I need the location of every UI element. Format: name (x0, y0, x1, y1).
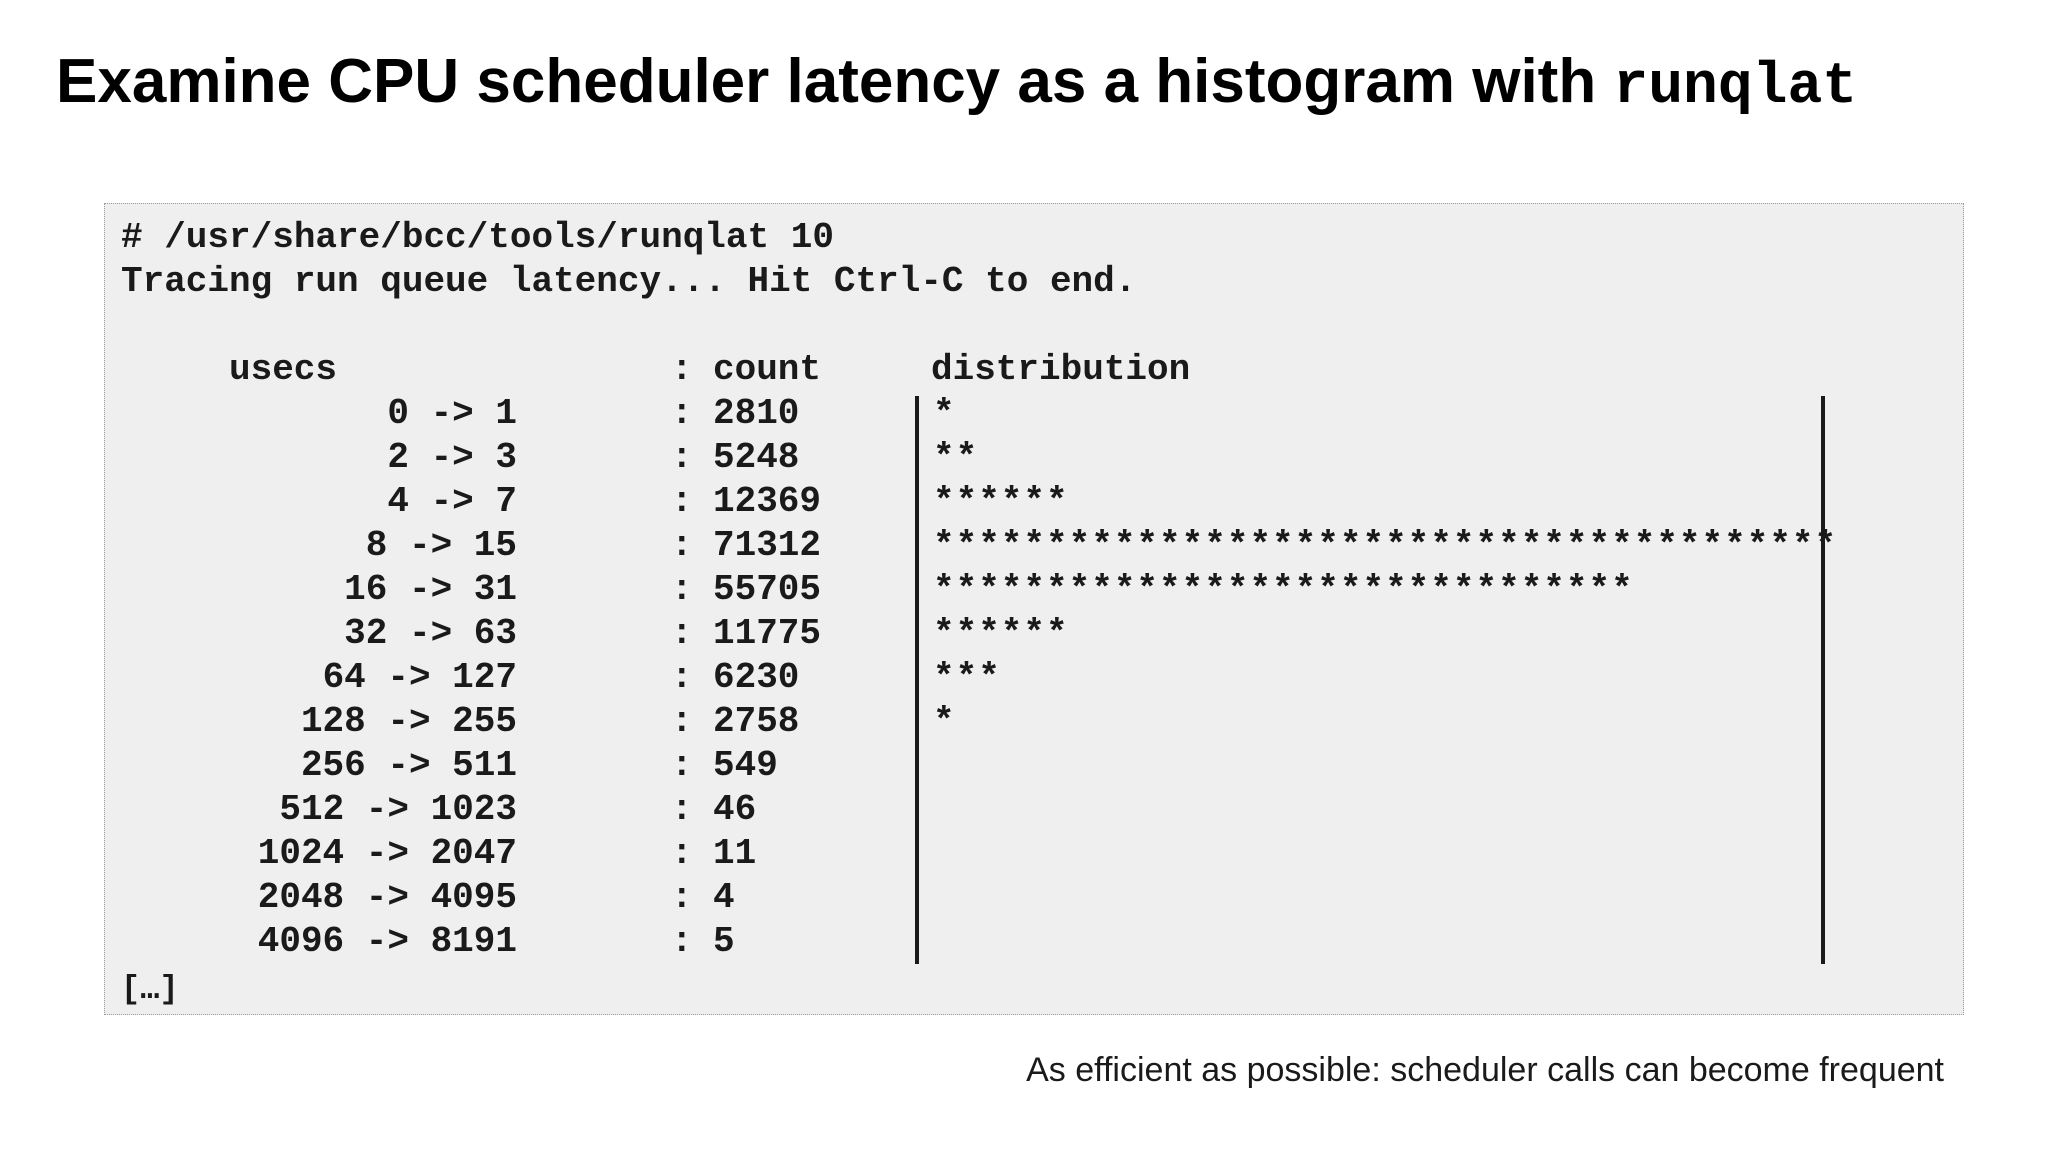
bucket-count: 4 (713, 877, 735, 918)
distribution-left-border (915, 480, 919, 524)
bucket-count: 2810 (713, 393, 800, 434)
bucket-count: 11775 (713, 613, 822, 654)
distribution-bar: * (933, 701, 956, 742)
histogram-row: 8 -> 15:71312 ***************************… (105, 524, 1965, 568)
bucket-separator: : (671, 745, 693, 786)
histogram-row: 4 -> 7:12369 ****** (105, 480, 1965, 524)
distribution-left-border (915, 436, 919, 480)
bucket-range: 8 -> 15 (365, 525, 517, 566)
bucket-count: 12369 (713, 481, 822, 522)
bucket-separator: : (671, 833, 693, 874)
bucket-count: 11 (713, 833, 757, 874)
truncated-output-marker: […] (121, 971, 179, 1008)
bucket-separator: : (671, 613, 693, 654)
distribution-left-border (915, 788, 919, 832)
bucket-count: 55705 (713, 569, 822, 610)
bucket-count: 549 (713, 745, 778, 786)
bucket-range: 0 -> 1 (387, 393, 517, 434)
bucket-range: 4 -> 7 (387, 481, 517, 522)
distribution-left-border (915, 524, 919, 568)
distribution-right-border (1821, 700, 1825, 744)
histogram-header: usecs : count distribution (105, 348, 1965, 392)
header-distribution: distribution (931, 349, 1191, 390)
distribution-right-border (1821, 480, 1825, 524)
bucket-separator: : (671, 701, 693, 742)
bucket-separator: : (671, 393, 693, 434)
title-command-name: runqlat (1613, 55, 1858, 120)
distribution-right-border (1821, 656, 1825, 700)
distribution-bar: ****** (933, 613, 1069, 654)
bucket-count: 2758 (713, 701, 800, 742)
bucket-separator: : (671, 481, 693, 522)
distribution-left-border (915, 700, 919, 744)
histogram-row: 2 -> 3:5248 ** (105, 436, 1965, 480)
distribution-right-border (1821, 788, 1825, 832)
bucket-range: 16 -> 31 (344, 569, 517, 610)
histogram-row: 0 -> 1:2810 * (105, 392, 1965, 436)
header-count: count (713, 349, 822, 390)
bucket-range: 2 -> 3 (387, 437, 517, 478)
histogram-row: 512 -> 1023:46 (105, 788, 1965, 832)
distribution-bar: *** (933, 657, 1001, 698)
bucket-separator: : (671, 657, 693, 698)
histogram-row: 128 -> 255:2758 * (105, 700, 1965, 744)
distribution-right-border (1821, 744, 1825, 788)
bucket-separator: : (671, 569, 693, 610)
distribution-left-border (915, 396, 919, 436)
distribution-right-border (1821, 612, 1825, 656)
bucket-separator: : (671, 921, 693, 962)
histogram-row: 64 -> 127:6230 *** (105, 656, 1965, 700)
distribution-bar: ** (933, 437, 979, 478)
distribution-left-border (915, 656, 919, 700)
bucket-range: 64 -> 127 (322, 657, 517, 698)
distribution-right-border (1821, 920, 1825, 964)
bucket-count: 46 (713, 789, 757, 830)
bucket-separator: : (671, 877, 693, 918)
histogram-row: 2048 -> 4095:4 (105, 876, 1965, 920)
distribution-bar: ******************************* (933, 569, 1634, 610)
distribution-left-border (915, 832, 919, 876)
header-usecs: usecs (229, 349, 338, 390)
distribution-left-border (915, 920, 919, 964)
bucket-range: 256 -> 511 (300, 745, 517, 786)
bucket-count: 5248 (713, 437, 800, 478)
terminal-output-panel: # /usr/share/bcc/tools/runqlat 10 Tracin… (104, 203, 1964, 1015)
bucket-range: 2048 -> 4095 (257, 877, 517, 918)
slide-caption: As efficient as possible: scheduler call… (1026, 1051, 1944, 1089)
distribution-left-border (915, 568, 919, 612)
bucket-range: 1024 -> 2047 (257, 833, 517, 874)
distribution-right-border (1821, 568, 1825, 612)
bucket-range: 512 -> 1023 (279, 789, 517, 830)
distribution-right-border (1821, 396, 1825, 436)
header-colon: : (671, 349, 693, 390)
bucket-count: 71312 (713, 525, 822, 566)
bucket-separator: : (671, 525, 693, 566)
distribution-right-border (1821, 524, 1825, 568)
bucket-count: 6230 (713, 657, 800, 698)
bucket-separator: : (671, 437, 693, 478)
command-line: # /usr/share/bcc/tools/runqlat 10 (121, 217, 834, 258)
slide-title: Examine CPU scheduler latency as a histo… (56, 42, 1857, 128)
bucket-range: 4096 -> 8191 (257, 921, 517, 962)
histogram-row: 16 -> 31:55705 **************************… (105, 568, 1965, 612)
bucket-range: 32 -> 63 (344, 613, 517, 654)
histogram-row: 32 -> 63:11775 ****** (105, 612, 1965, 656)
distribution-bar: **************************************** (933, 525, 1838, 566)
bucket-count: 5 (713, 921, 735, 962)
distribution-left-border (915, 876, 919, 920)
distribution-bar: ****** (933, 481, 1069, 522)
distribution-right-border (1821, 832, 1825, 876)
bucket-range: 128 -> 255 (300, 701, 517, 742)
title-text: Examine CPU scheduler latency as a histo… (56, 47, 1614, 116)
bucket-separator: : (671, 789, 693, 830)
histogram-row: 256 -> 511:549 (105, 744, 1965, 788)
distribution-right-border (1821, 436, 1825, 480)
tracing-status-line: Tracing run queue latency... Hit Ctrl-C … (121, 261, 1137, 302)
distribution-bar: * (933, 393, 956, 434)
distribution-right-border (1821, 876, 1825, 920)
distribution-left-border (915, 612, 919, 656)
histogram-row: 4096 -> 8191:5 (105, 920, 1965, 964)
distribution-left-border (915, 744, 919, 788)
histogram-row: 1024 -> 2047:11 (105, 832, 1965, 876)
